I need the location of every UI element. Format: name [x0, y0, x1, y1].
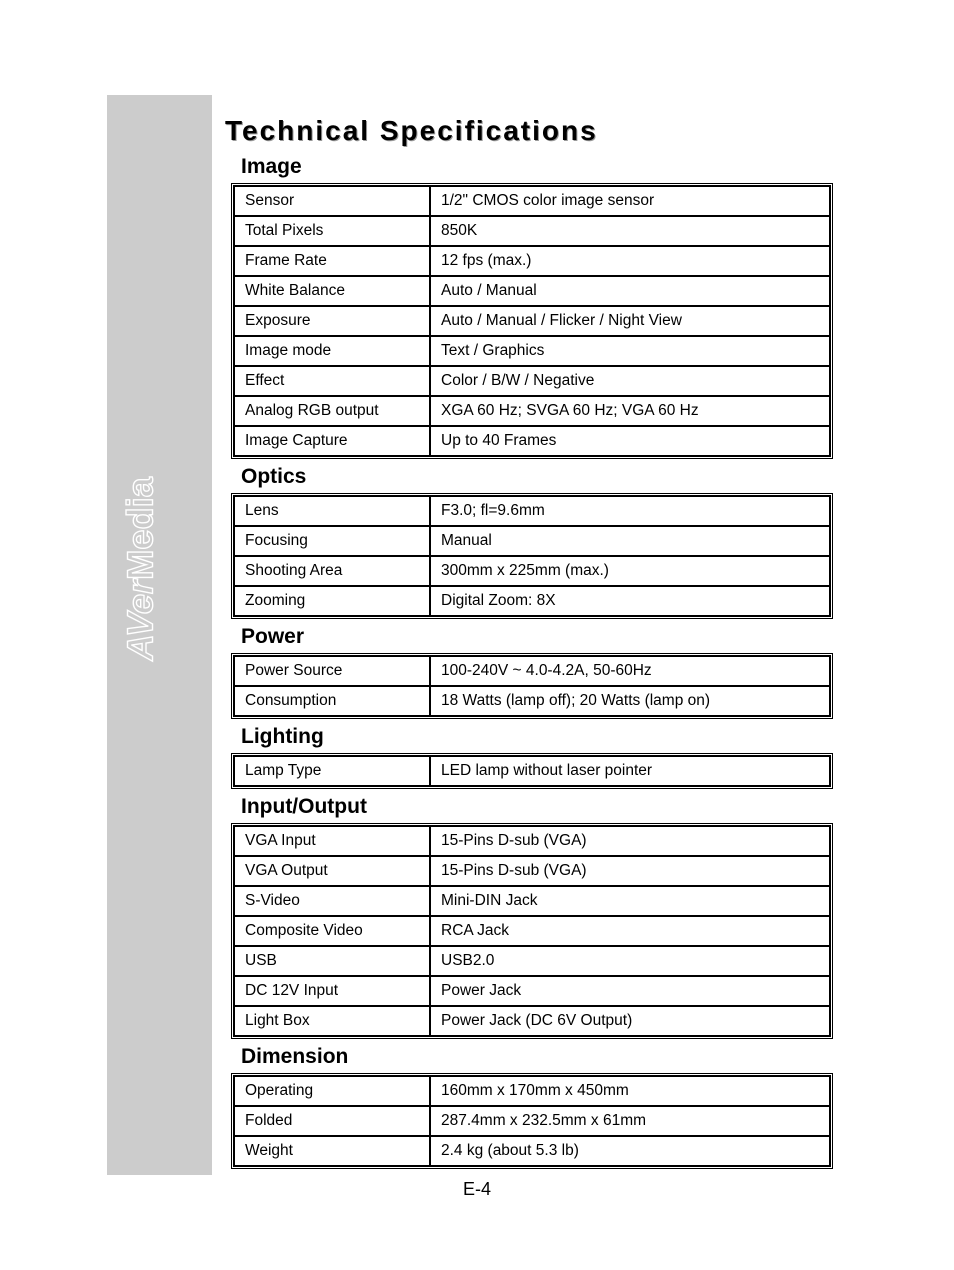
table-row: Operating160mm x 170mm x 450mm — [234, 1076, 830, 1106]
main-title: Technical Specifications — [225, 115, 845, 147]
content-area: Technical Specifications Image Sensor1/2"… — [225, 115, 845, 1169]
spec-label: Lamp Type — [234, 756, 430, 786]
spec-label: VGA Input — [234, 826, 430, 856]
spec-table: VGA Input15-Pins D-sub (VGA)VGA Output15… — [231, 823, 833, 1039]
spec-value: 300mm x 225mm (max.) — [430, 556, 830, 586]
spec-label: Weight — [234, 1136, 430, 1166]
table-row: Consumption18 Watts (lamp off); 20 Watts… — [234, 686, 830, 716]
section-title: Input/Output — [225, 795, 845, 819]
section-title: Optics — [225, 465, 845, 489]
table-row: Analog RGB outputXGA 60 Hz; SVGA 60 Hz; … — [234, 396, 830, 426]
spec-value: 287.4mm x 232.5mm x 61mm — [430, 1106, 830, 1136]
table-row: Image CaptureUp to 40 Frames — [234, 426, 830, 456]
table-row: FocusingManual — [234, 526, 830, 556]
spec-label: Effect — [234, 366, 430, 396]
spec-value: Up to 40 Frames — [430, 426, 830, 456]
spec-value: 160mm x 170mm x 450mm — [430, 1076, 830, 1106]
spec-table: LensF3.0; fl=9.6mmFocusingManualShooting… — [231, 493, 833, 619]
spec-label: Lens — [234, 496, 430, 526]
spec-value: RCA Jack — [430, 916, 830, 946]
spec-table: Operating160mm x 170mm x 450mmFolded287.… — [231, 1073, 833, 1169]
spec-value: 12 fps (max.) — [430, 246, 830, 276]
table-row: Composite VideoRCA Jack — [234, 916, 830, 946]
spec-value: Mini-DIN Jack — [430, 886, 830, 916]
table-row: S-VideoMini-DIN Jack — [234, 886, 830, 916]
spec-value: 15-Pins D-sub (VGA) — [430, 826, 830, 856]
section-title: Dimension — [225, 1045, 845, 1069]
spec-value: Auto / Manual / Flicker / Night View — [430, 306, 830, 336]
spec-value: 18 Watts (lamp off); 20 Watts (lamp on) — [430, 686, 830, 716]
spec-label: Light Box — [234, 1006, 430, 1036]
table-row: Weight2.4 kg (about 5.3 lb) — [234, 1136, 830, 1166]
spec-label: White Balance — [234, 276, 430, 306]
spec-label: Image mode — [234, 336, 430, 366]
spec-label: Analog RGB output — [234, 396, 430, 426]
spec-value: Manual — [430, 526, 830, 556]
spec-label: Folded — [234, 1106, 430, 1136]
spec-label: Frame Rate — [234, 246, 430, 276]
section-title: Lighting — [225, 725, 845, 749]
table-row: VGA Input15-Pins D-sub (VGA) — [234, 826, 830, 856]
table-row: VGA Output15-Pins D-sub (VGA) — [234, 856, 830, 886]
spec-label: Sensor — [234, 186, 430, 216]
spec-table: Lamp TypeLED lamp without laser pointer — [231, 753, 833, 789]
spec-value: 2.4 kg (about 5.3 lb) — [430, 1136, 830, 1166]
spec-value: 100-240V ~ 4.0-4.2A, 50-60Hz — [430, 656, 830, 686]
table-row: LensF3.0; fl=9.6mm — [234, 496, 830, 526]
spec-label: Operating — [234, 1076, 430, 1106]
spec-value: Color / B/W / Negative — [430, 366, 830, 396]
spec-value: Power Jack — [430, 976, 830, 1006]
spec-label: Consumption — [234, 686, 430, 716]
spec-label: DC 12V Input — [234, 976, 430, 1006]
spec-value: Power Jack (DC 6V Output) — [430, 1006, 830, 1036]
spec-label: Zooming — [234, 586, 430, 616]
table-row: Light BoxPower Jack (DC 6V Output) — [234, 1006, 830, 1036]
spec-value: Auto / Manual — [430, 276, 830, 306]
spec-label: Focusing — [234, 526, 430, 556]
svg-text:AVerMedia: AVerMedia — [120, 476, 161, 661]
spec-value: F3.0; fl=9.6mm — [430, 496, 830, 526]
spec-label: Image Capture — [234, 426, 430, 456]
spec-value: Digital Zoom: 8X — [430, 586, 830, 616]
table-row: White BalanceAuto / Manual — [234, 276, 830, 306]
table-row: DC 12V InputPower Jack — [234, 976, 830, 1006]
table-row: ExposureAuto / Manual / Flicker / Night … — [234, 306, 830, 336]
spec-label: Total Pixels — [234, 216, 430, 246]
spec-label: S-Video — [234, 886, 430, 916]
table-row: EffectColor / B/W / Negative — [234, 366, 830, 396]
spec-value: 850K — [430, 216, 830, 246]
page-number: E-4 — [0, 1179, 954, 1200]
brand-logo: AVerMedia — [115, 368, 175, 728]
table-row: Folded287.4mm x 232.5mm x 61mm — [234, 1106, 830, 1136]
spec-label: Exposure — [234, 306, 430, 336]
spec-value: 1/2" CMOS color image sensor — [430, 186, 830, 216]
spec-value: USB2.0 — [430, 946, 830, 976]
sections-container: ImageSensor1/2" CMOS color image sensorT… — [225, 155, 845, 1169]
spec-value: LED lamp without laser pointer — [430, 756, 830, 786]
spec-value: 15-Pins D-sub (VGA) — [430, 856, 830, 886]
section-title: Power — [225, 625, 845, 649]
section-title: Image — [225, 155, 845, 179]
table-row: Power Source100-240V ~ 4.0-4.2A, 50-60Hz — [234, 656, 830, 686]
table-row: Image modeText / Graphics — [234, 336, 830, 366]
spec-label: Power Source — [234, 656, 430, 686]
spec-label: Composite Video — [234, 916, 430, 946]
spec-value: XGA 60 Hz; SVGA 60 Hz; VGA 60 Hz — [430, 396, 830, 426]
table-row: Shooting Area300mm x 225mm (max.) — [234, 556, 830, 586]
spec-table: Sensor1/2" CMOS color image sensorTotal … — [231, 183, 833, 459]
table-row: Lamp TypeLED lamp without laser pointer — [234, 756, 830, 786]
table-row: Frame Rate12 fps (max.) — [234, 246, 830, 276]
table-row: Sensor1/2" CMOS color image sensor — [234, 186, 830, 216]
spec-value: Text / Graphics — [430, 336, 830, 366]
table-row: Total Pixels850K — [234, 216, 830, 246]
spec-table: Power Source100-240V ~ 4.0-4.2A, 50-60Hz… — [231, 653, 833, 719]
spec-label: Shooting Area — [234, 556, 430, 586]
spec-label: USB — [234, 946, 430, 976]
spec-label: VGA Output — [234, 856, 430, 886]
table-row: USBUSB2.0 — [234, 946, 830, 976]
table-row: ZoomingDigital Zoom: 8X — [234, 586, 830, 616]
